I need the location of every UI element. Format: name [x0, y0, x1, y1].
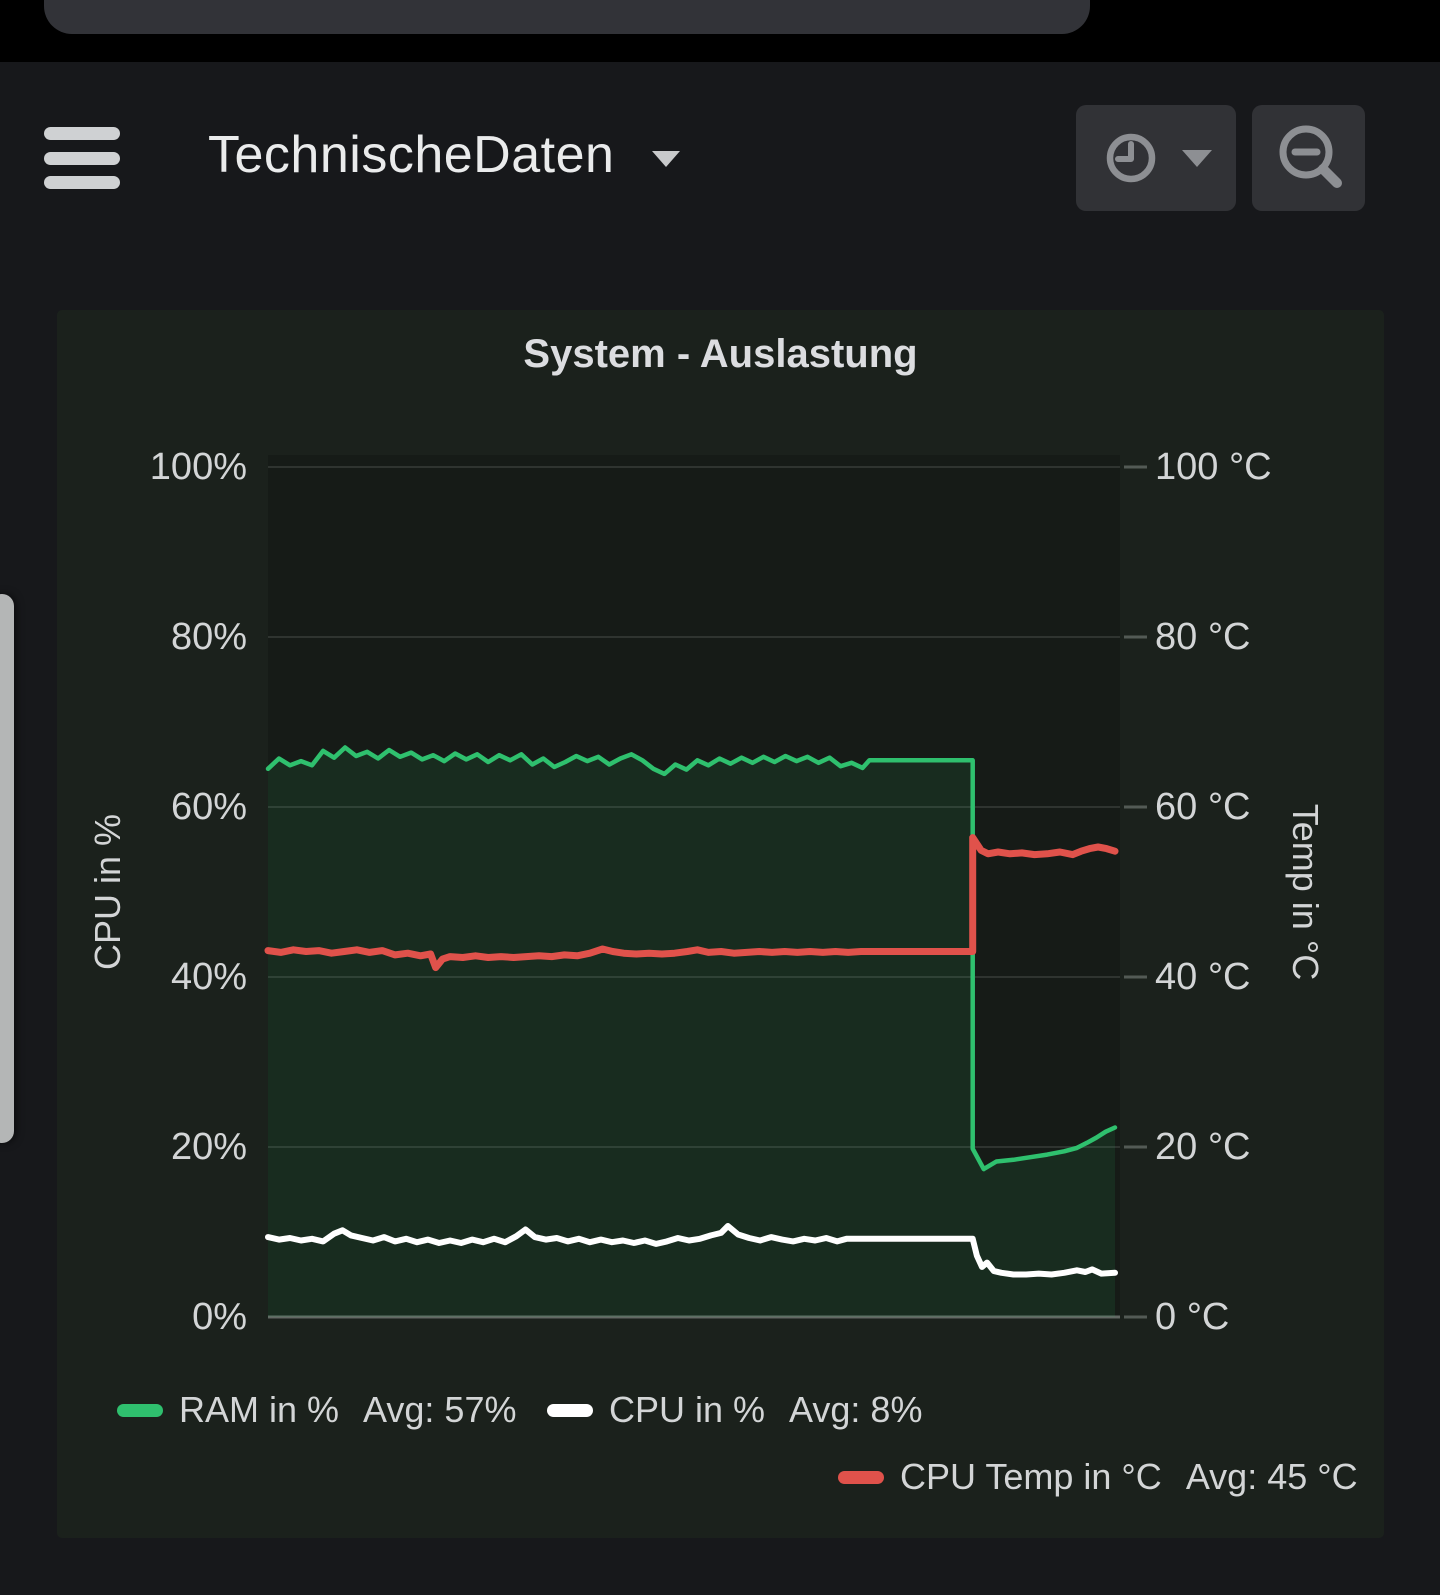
- legend-item-cpu[interactable]: CPU in % Avg: 8%: [547, 1388, 922, 1432]
- chart-panel[interactable]: System - Auslastung 100% 80% 60% 40% 20%…: [57, 310, 1384, 1538]
- right-axis-tick: 100 °C: [1155, 446, 1272, 488]
- legend-swatch: [117, 1403, 163, 1417]
- left-axis-tick: 60%: [170, 786, 247, 828]
- legend-avg-value: Avg: 57%: [363, 1389, 517, 1430]
- zoom-out-icon: [1279, 125, 1342, 188]
- chevron-down-icon: [1182, 149, 1212, 167]
- right-axis-tick: 20 °C: [1155, 1126, 1251, 1168]
- hamburger-icon: [44, 176, 120, 189]
- clock-icon: [1106, 133, 1156, 183]
- legend-item-cpu-temp[interactable]: CPU Temp in °C Avg: 45 °C: [838, 1455, 1358, 1499]
- left-axis-tick: 80%: [170, 616, 247, 658]
- legend-swatch: [547, 1403, 593, 1417]
- chart-plot[interactable]: [57, 310, 1384, 1538]
- time-range-button[interactable]: [1076, 105, 1236, 211]
- legend-label: RAM in %: [179, 1389, 340, 1430]
- hamburger-icon: [44, 151, 120, 165]
- legend-label: CPU in %: [609, 1389, 766, 1430]
- right-axis-tick: 0 °C: [1155, 1296, 1230, 1338]
- legend-swatch: [838, 1470, 884, 1484]
- right-axis-title: Temp in °C: [1285, 803, 1326, 981]
- dashboard-title-dropdown[interactable]: TechnischeDaten: [208, 118, 681, 192]
- status-bar: [0, 0, 1440, 62]
- legend-item-ram[interactable]: RAM in % Avg: 57%: [117, 1388, 516, 1432]
- panel-title: System - Auslastung: [523, 332, 918, 376]
- legend-label: CPU Temp in °C: [900, 1456, 1162, 1497]
- left-axis-tick: 20%: [170, 1126, 247, 1168]
- right-axis-tick: 80 °C: [1155, 616, 1251, 658]
- dashboard-title: TechnischeDaten: [208, 126, 615, 184]
- legend-avg-value: Avg: 8%: [789, 1389, 923, 1430]
- left-axis-tick: 40%: [170, 956, 247, 998]
- scroll-indicator[interactable]: [0, 594, 14, 1143]
- menu-button[interactable]: [44, 127, 120, 189]
- status-bar-notch: [44, 0, 1090, 34]
- chevron-down-icon: [652, 151, 681, 167]
- right-axis-tick: 60 °C: [1155, 786, 1251, 828]
- legend-avg-value: Avg: 45 °C: [1185, 1456, 1358, 1497]
- left-axis-title: CPU in %: [87, 813, 128, 971]
- left-axis-tick: 0%: [192, 1296, 247, 1338]
- right-axis-tick: 40 °C: [1155, 956, 1251, 998]
- zoom-out-button[interactable]: [1252, 105, 1365, 211]
- hamburger-icon: [44, 127, 120, 140]
- left-axis-tick: 100%: [149, 446, 247, 488]
